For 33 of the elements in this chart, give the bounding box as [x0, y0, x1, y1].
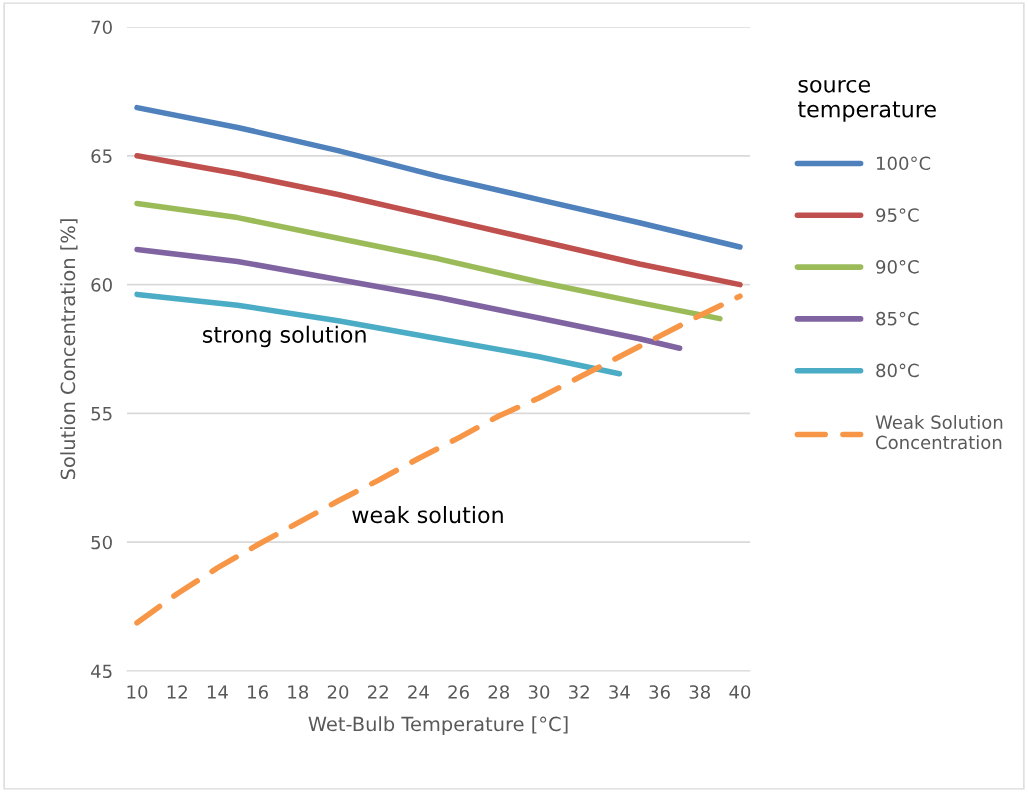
annotation: weak solution [352, 505, 503, 524]
x-tick-label: 38 [689, 685, 711, 699]
x-tick-label: 24 [408, 685, 429, 699]
x-tick-label: 34 [609, 685, 630, 699]
x-tick-label: 12 [167, 685, 187, 699]
y-tick-label: 70 [91, 20, 112, 35]
y-tick-label: 50 [91, 535, 112, 550]
x-tick-label: 40 [729, 685, 751, 699]
y-tick-label: 60 [91, 278, 112, 292]
legend-label: 95°C [876, 208, 919, 222]
legend-label: 85°C [876, 311, 919, 326]
x-tick-label: 14 [207, 685, 228, 699]
x-tick-label: 26 [448, 685, 469, 699]
y-axis-title: Solution Concentration [%] [60, 219, 78, 480]
y-tick-label: 55 [91, 407, 112, 421]
y-tick-label: 65 [91, 149, 112, 163]
x-tick-label: 30 [528, 685, 550, 699]
x-tick-label: 22 [368, 685, 388, 699]
x-tick-label: 36 [649, 685, 670, 699]
x-tick-label: 32 [569, 685, 589, 699]
legend-label: 90°C [876, 260, 919, 274]
legend-label: 100°C [877, 156, 931, 171]
x-tick-label: 16 [248, 685, 268, 699]
annotation: strong solution [202, 325, 366, 348]
legend-label: 80°C [876, 363, 919, 378]
y-tick-label: 45 [91, 664, 112, 679]
legend-label: Weak Solution Concentration [875, 415, 1003, 450]
x-tick-label: 20 [327, 685, 349, 699]
legend-title: source temperature [798, 79, 936, 122]
x-tick-label: 28 [488, 685, 510, 699]
x-tick-label: 18 [288, 685, 309, 699]
x-axis-title: Wet-Bulb Temperature [°C] [308, 716, 568, 736]
x-tick-label: 10 [127, 685, 148, 699]
